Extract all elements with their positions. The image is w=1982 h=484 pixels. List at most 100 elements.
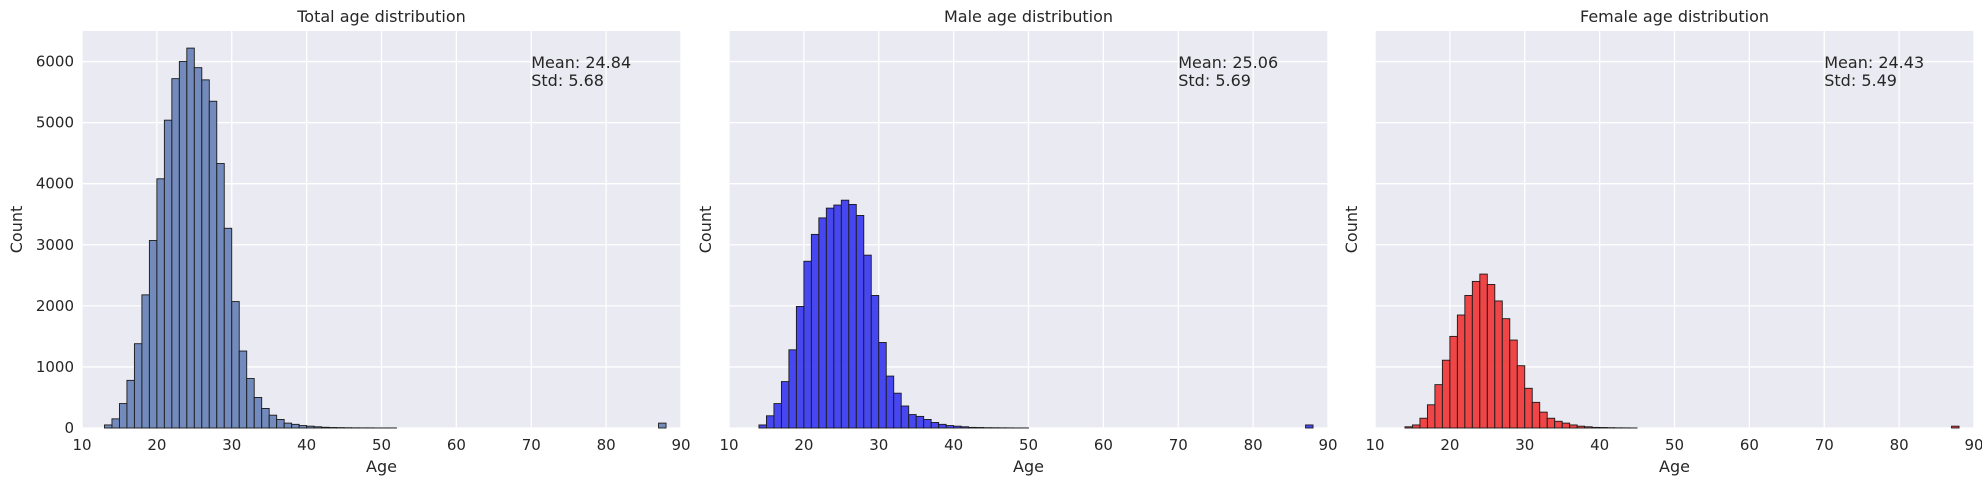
- histogram-bar: [915, 415, 925, 429]
- x-tick-label: 50: [1665, 436, 1684, 454]
- std-annotation: Std: 5.68: [531, 71, 604, 90]
- x-tick-label: 30: [1515, 436, 1534, 454]
- histogram-bar: [261, 408, 270, 429]
- histogram-bar: [118, 403, 128, 429]
- histogram-bar: [908, 414, 917, 429]
- histogram-bar: [1554, 420, 1563, 429]
- histogram-bar: [885, 375, 895, 429]
- histogram-bar: [268, 414, 278, 429]
- y-tick-label: 1000: [36, 358, 74, 376]
- histogram-bar: [1449, 335, 1458, 429]
- histogram-bar: [201, 79, 210, 429]
- histogram-bar: [148, 240, 158, 429]
- x-tick-label: 70: [522, 436, 541, 454]
- mean-annotation: Mean: 25.06: [1178, 53, 1278, 72]
- histogram-bar: [1539, 411, 1548, 429]
- histogram-bar: [765, 415, 775, 429]
- histogram-bar: [223, 227, 233, 429]
- histogram-bar: [1426, 404, 1436, 429]
- histogram-bar: [878, 342, 887, 429]
- x-tick-label: 70: [1815, 436, 1834, 454]
- y-tick-label: 4000: [36, 175, 74, 193]
- histogram-bar: [186, 47, 195, 429]
- histogram-bar: [1479, 273, 1488, 429]
- histogram-bar: [306, 425, 315, 429]
- y-tick-label: 0: [64, 419, 74, 437]
- histogram-bar: [208, 100, 218, 429]
- histogram-bar: [246, 378, 255, 429]
- histogram-bar: [893, 392, 902, 429]
- x-tick-label: 40: [944, 436, 963, 454]
- histogram-bar: [1486, 284, 1496, 429]
- x-tick-label: 40: [1590, 436, 1609, 454]
- x-tick-label: 60: [447, 436, 466, 454]
- histogram-bar: [923, 418, 932, 429]
- x-tick-label: 40: [297, 436, 316, 454]
- histogram-bar: [945, 425, 955, 429]
- std-annotation: Std: 5.49: [1824, 71, 1897, 90]
- histogram-bar: [156, 178, 165, 429]
- histogram-bar: [1434, 384, 1443, 429]
- histogram-bar: [1531, 401, 1541, 429]
- y-tick-label: 5000: [36, 114, 74, 132]
- x-tick-label: 80: [597, 436, 616, 454]
- x-tick-label: 90: [671, 436, 690, 454]
- histogram-bar: [840, 199, 850, 429]
- histogram-bar: [1509, 339, 1518, 429]
- x-tick-label: 20: [794, 436, 813, 454]
- histogram-bar: [780, 381, 790, 429]
- x-tick-label: 20: [1440, 436, 1459, 454]
- mean-annotation: Mean: 24.43: [1824, 53, 1924, 72]
- histogram-panel-3: 10 20 30 40 50 60 70 80 90 Female age distributio…: [1342, 7, 1982, 476]
- histogram-bar: [773, 403, 782, 429]
- histogram-bar: [1569, 424, 1578, 429]
- histogram-bar: [163, 119, 173, 429]
- histogram-bar: [1591, 426, 1601, 429]
- histogram-bar: [968, 426, 977, 429]
- histogram-bar: [810, 233, 820, 429]
- chart-title: Male age distribution: [944, 7, 1113, 26]
- x-tick-label: 80: [1244, 436, 1263, 454]
- y-axis-label: Count: [696, 206, 715, 254]
- y-tick-label: 2000: [36, 297, 74, 315]
- x-tick-label: 20: [147, 436, 166, 454]
- chart-title: Female age distribution: [1580, 7, 1769, 26]
- histogram-bar: [111, 418, 120, 429]
- histogram-bar: [1305, 424, 1314, 429]
- histogram-bar: [825, 207, 835, 429]
- histogram-bar: [1584, 426, 1593, 429]
- x-axis-label: Age: [1013, 457, 1044, 476]
- x-tick-label: 60: [1094, 436, 1113, 454]
- std-annotation: Std: 5.69: [1178, 71, 1251, 90]
- histogram-bar: [1494, 300, 1503, 429]
- histogram-bar: [141, 294, 150, 429]
- x-tick-label: 10: [1365, 436, 1384, 454]
- histogram-bar: [216, 163, 225, 429]
- histogram-bar: [171, 78, 180, 429]
- x-tick-label: 60: [1740, 436, 1759, 454]
- histogram-bar: [1411, 424, 1421, 429]
- histogram-bar: [900, 405, 910, 429]
- y-axis-label: Count: [1342, 206, 1361, 254]
- histogram-bar: [104, 424, 113, 429]
- histogram-bar: [848, 204, 857, 429]
- histogram-bar: [1471, 280, 1481, 429]
- histogram-bar: [1524, 387, 1533, 429]
- x-axis-label: Age: [366, 457, 397, 476]
- y-tick-label: 3000: [36, 236, 74, 254]
- histogram-bar: [133, 343, 143, 429]
- histogram-bar: [291, 423, 300, 429]
- histogram-bar: [930, 422, 940, 429]
- histogram-bar: [321, 426, 330, 429]
- y-tick-label: 6000: [36, 53, 74, 71]
- histogram-bar: [795, 306, 805, 429]
- histogram-bar: [758, 424, 767, 429]
- y-axis-label: Count: [7, 206, 26, 254]
- histogram-bar: [938, 423, 947, 429]
- mean-annotation: Mean: 24.84: [531, 53, 631, 72]
- histogram-bar: [283, 422, 293, 429]
- histogram-bar: [1546, 417, 1556, 429]
- histogram-bar: [863, 254, 872, 429]
- histogram-bar: [231, 301, 240, 429]
